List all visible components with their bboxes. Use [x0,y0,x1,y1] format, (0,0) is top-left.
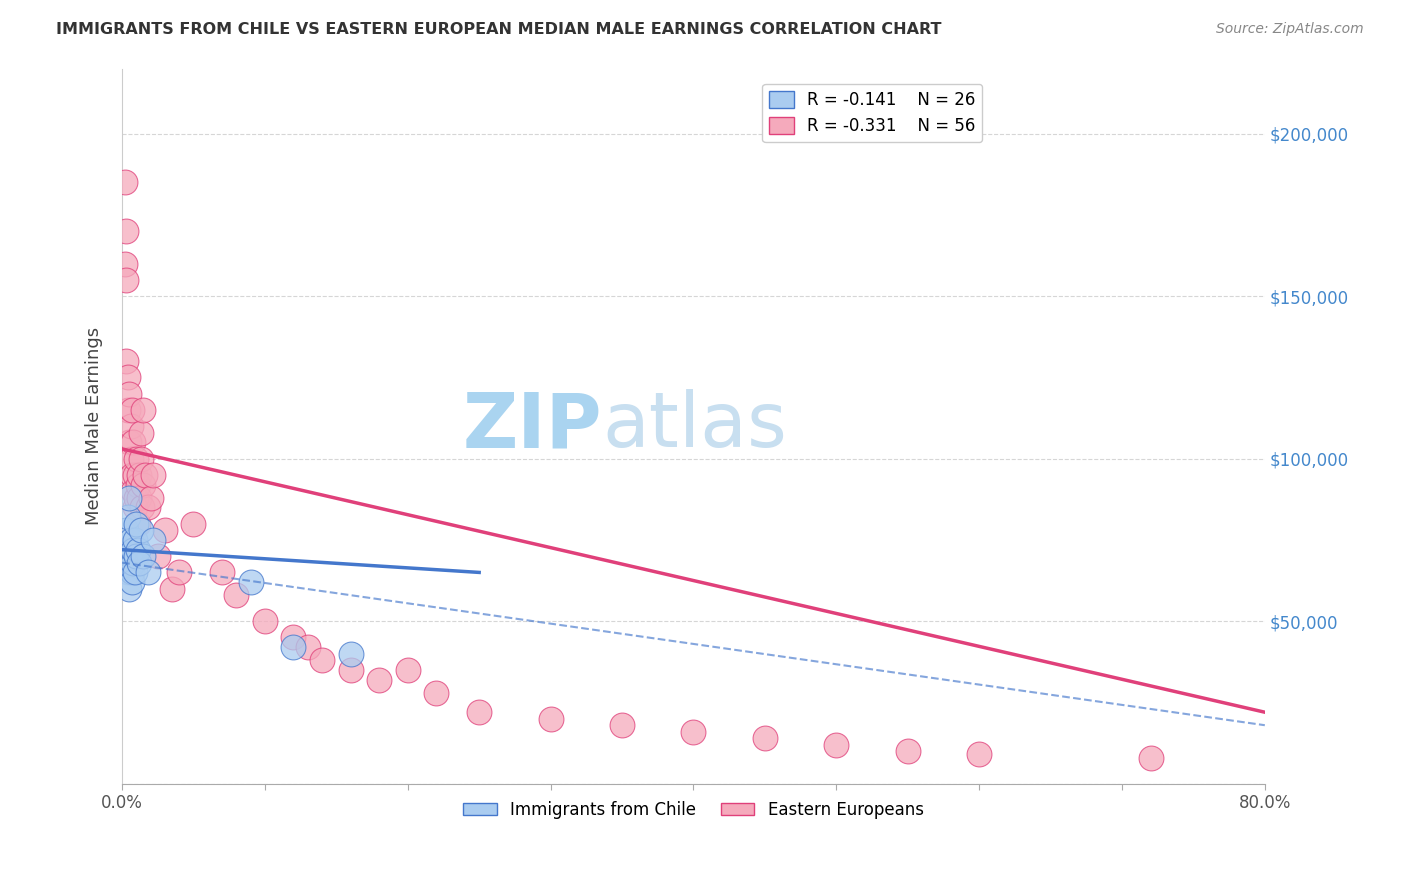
Point [142,467,165,482]
Point [129,523,152,537]
Point [136,500,159,515]
Point [540,712,562,726]
Text: IMMIGRANTS FROM CHILE VS EASTERN EUROPEAN MEDIAN MALE EARNINGS CORRELATION CHART: IMMIGRANTS FROM CHILE VS EASTERN EUROPEA… [56,22,942,37]
Point [121,575,143,590]
Text: atlas: atlas [602,389,787,463]
Point [225,588,247,602]
Point [167,566,190,580]
Point [120,549,142,564]
Point [297,640,319,655]
Point [114,542,136,557]
Point [128,467,150,482]
Point [682,724,704,739]
Point [339,647,361,661]
Point [122,556,145,570]
Text: ZIP: ZIP [463,389,602,463]
Point [115,556,138,570]
Point [120,451,142,466]
Point [117,510,139,524]
Point [125,516,148,531]
Point [127,542,149,557]
Point [124,467,146,482]
Point [131,500,153,515]
Y-axis label: Median Male Earnings: Median Male Earnings [86,327,103,525]
Legend: Immigrants from Chile, Eastern Europeans: Immigrants from Chile, Eastern Europeans [457,794,931,825]
Point [118,435,141,450]
Point [468,705,491,719]
Point [115,523,138,537]
Text: Source: ZipAtlas.com: Source: ZipAtlas.com [1216,22,1364,37]
Point [239,575,262,590]
Point [132,549,155,564]
Point [139,491,162,505]
Point [121,467,143,482]
Point [121,566,143,580]
Point [754,731,776,746]
Point [115,354,138,368]
Point [132,402,155,417]
Point [142,533,165,547]
Point [127,477,149,491]
Point [120,533,142,547]
Point [183,516,205,531]
Point [1139,750,1161,764]
Point [122,484,145,499]
Point [115,273,138,287]
Point [124,566,146,580]
Point [121,402,143,417]
Point [134,467,156,482]
Point [122,542,145,557]
Point [125,451,148,466]
Point [129,425,152,440]
Point [122,435,145,450]
Point [117,566,139,580]
Point [120,419,142,434]
Point [125,491,148,505]
Point [311,653,333,667]
Point [117,370,139,384]
Point [897,744,920,758]
Point [967,747,990,762]
Point [124,533,146,547]
Point [283,631,305,645]
Point [610,718,633,732]
Point [118,386,141,401]
Point [132,477,155,491]
Point [117,402,139,417]
Point [396,663,419,677]
Point [115,224,138,238]
Point [129,451,152,466]
Point [136,566,159,580]
Point [339,663,361,677]
Point [114,256,136,270]
Point [118,582,141,596]
Point [283,640,305,655]
Point [127,516,149,531]
Point [211,566,233,580]
Point [125,549,148,564]
Point [368,673,391,687]
Point [128,556,150,570]
Point [425,686,447,700]
Point [128,491,150,505]
Point [160,582,183,596]
Point [825,738,848,752]
Point [153,523,176,537]
Point [124,500,146,515]
Point [118,491,141,505]
Point [253,614,276,628]
Point [146,549,169,564]
Point [114,175,136,189]
